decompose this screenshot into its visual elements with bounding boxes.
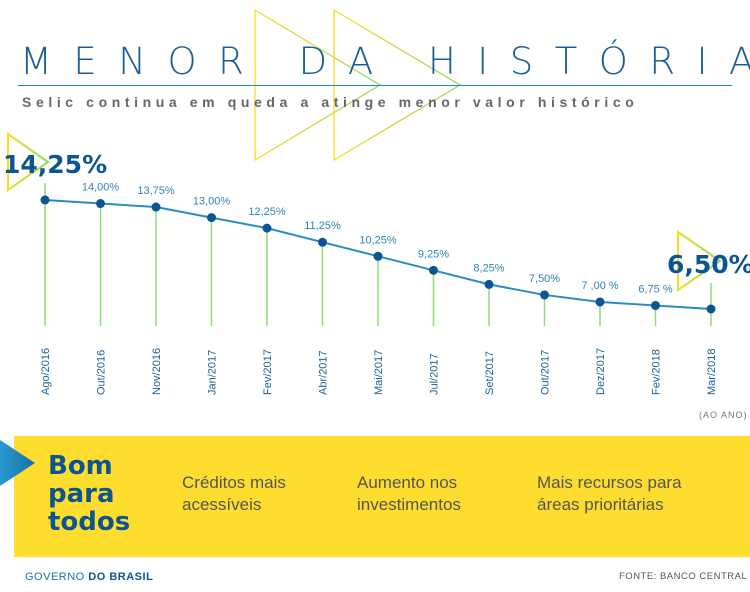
headline-line: para (48, 479, 115, 509)
data-label: 7,50% (529, 273, 560, 285)
data-point (706, 304, 716, 314)
data-point (262, 223, 272, 233)
data-point (151, 202, 161, 212)
data-point (318, 237, 327, 247)
data-point (540, 290, 549, 300)
data-label: 12,25% (248, 206, 286, 218)
page-title: MENOR DA HISTÓRIA (20, 40, 750, 83)
x-tick-label: Mai/2017 (373, 350, 385, 395)
data-label: 14,00% (82, 182, 120, 194)
start-value-label: 14,25% (3, 150, 108, 179)
data-point (96, 199, 105, 209)
data-point (651, 300, 660, 310)
decor-triangle (677, 230, 722, 292)
x-tick-label: Out/2017 (540, 350, 552, 395)
brand-light: GOVERNO (25, 571, 85, 583)
data-point (595, 297, 605, 307)
end-value-label: 6,50% (667, 250, 750, 279)
benefit-line: acessíveis (182, 495, 262, 514)
data-label: 6,75 % (638, 283, 672, 295)
benefit-line: investimentos (357, 495, 461, 514)
benefit-credit: Créditos mais acessíveis (182, 472, 286, 516)
headline-line: Bom (48, 451, 113, 481)
benefit-investment: Aumento nos investimentos (357, 472, 461, 516)
data-label: 9,25% (418, 248, 449, 260)
benefits-banner (14, 436, 750, 557)
data-point (207, 213, 216, 223)
benefit-resources: Mais recursos para áreas prioritárias (537, 472, 682, 516)
brand-bold: DO BRASIL (88, 571, 154, 583)
x-tick-label: Abr/2017 (318, 350, 330, 395)
x-tick-label: Ago/2016 (40, 348, 52, 395)
unit-note: (AO ANO) (699, 410, 748, 420)
x-tick-label: Mar/2018 (706, 349, 718, 395)
data-point (40, 195, 50, 205)
x-tick-label: Fev/2018 (651, 349, 663, 395)
decor-triangle (7, 132, 50, 192)
data-label: 8,25% (473, 262, 504, 274)
arrow-icon (0, 440, 35, 486)
data-label: 13,00% (193, 196, 231, 208)
selic-chart: 14,00% 13,75% 13,00% 12,25% 11,25% 10,25% 9,25… (7, 8, 722, 395)
data-label: 11,25% (304, 220, 341, 232)
data-label: 10,25% (359, 234, 397, 246)
headline-line: todos (48, 507, 131, 537)
x-tick-label: Dez/2017 (595, 348, 607, 395)
data-point (373, 251, 383, 261)
data-point (484, 279, 494, 289)
x-tick-label: Jan/2017 (207, 350, 219, 395)
benefit-line: Créditos mais (182, 473, 286, 492)
title-divider (18, 85, 732, 86)
benefit-line: Aumento nos (357, 473, 458, 492)
data-label: 13,75% (137, 185, 175, 197)
x-tick-label: Nov/2016 (151, 348, 163, 395)
subtitle: Selic continua em queda a atinge menor v… (22, 94, 639, 110)
brand-logo: GOVERNO DO BRASIL (25, 571, 153, 583)
benefit-line: áreas prioritárias (537, 495, 664, 514)
x-tick-label: Set/2017 (484, 351, 496, 395)
banner-headline: Bom para todos (48, 452, 130, 536)
x-tick-label: Fev/2017 (262, 349, 274, 395)
data-point (429, 265, 438, 275)
x-tick-label: Out/2016 (96, 350, 108, 395)
source-note: FONTE: BANCO CENTRAL (619, 571, 748, 582)
data-label: 7 ,00 % (581, 280, 619, 292)
x-tick-label: Jul/2017 (429, 353, 441, 395)
benefit-line: Mais recursos para (537, 473, 682, 492)
